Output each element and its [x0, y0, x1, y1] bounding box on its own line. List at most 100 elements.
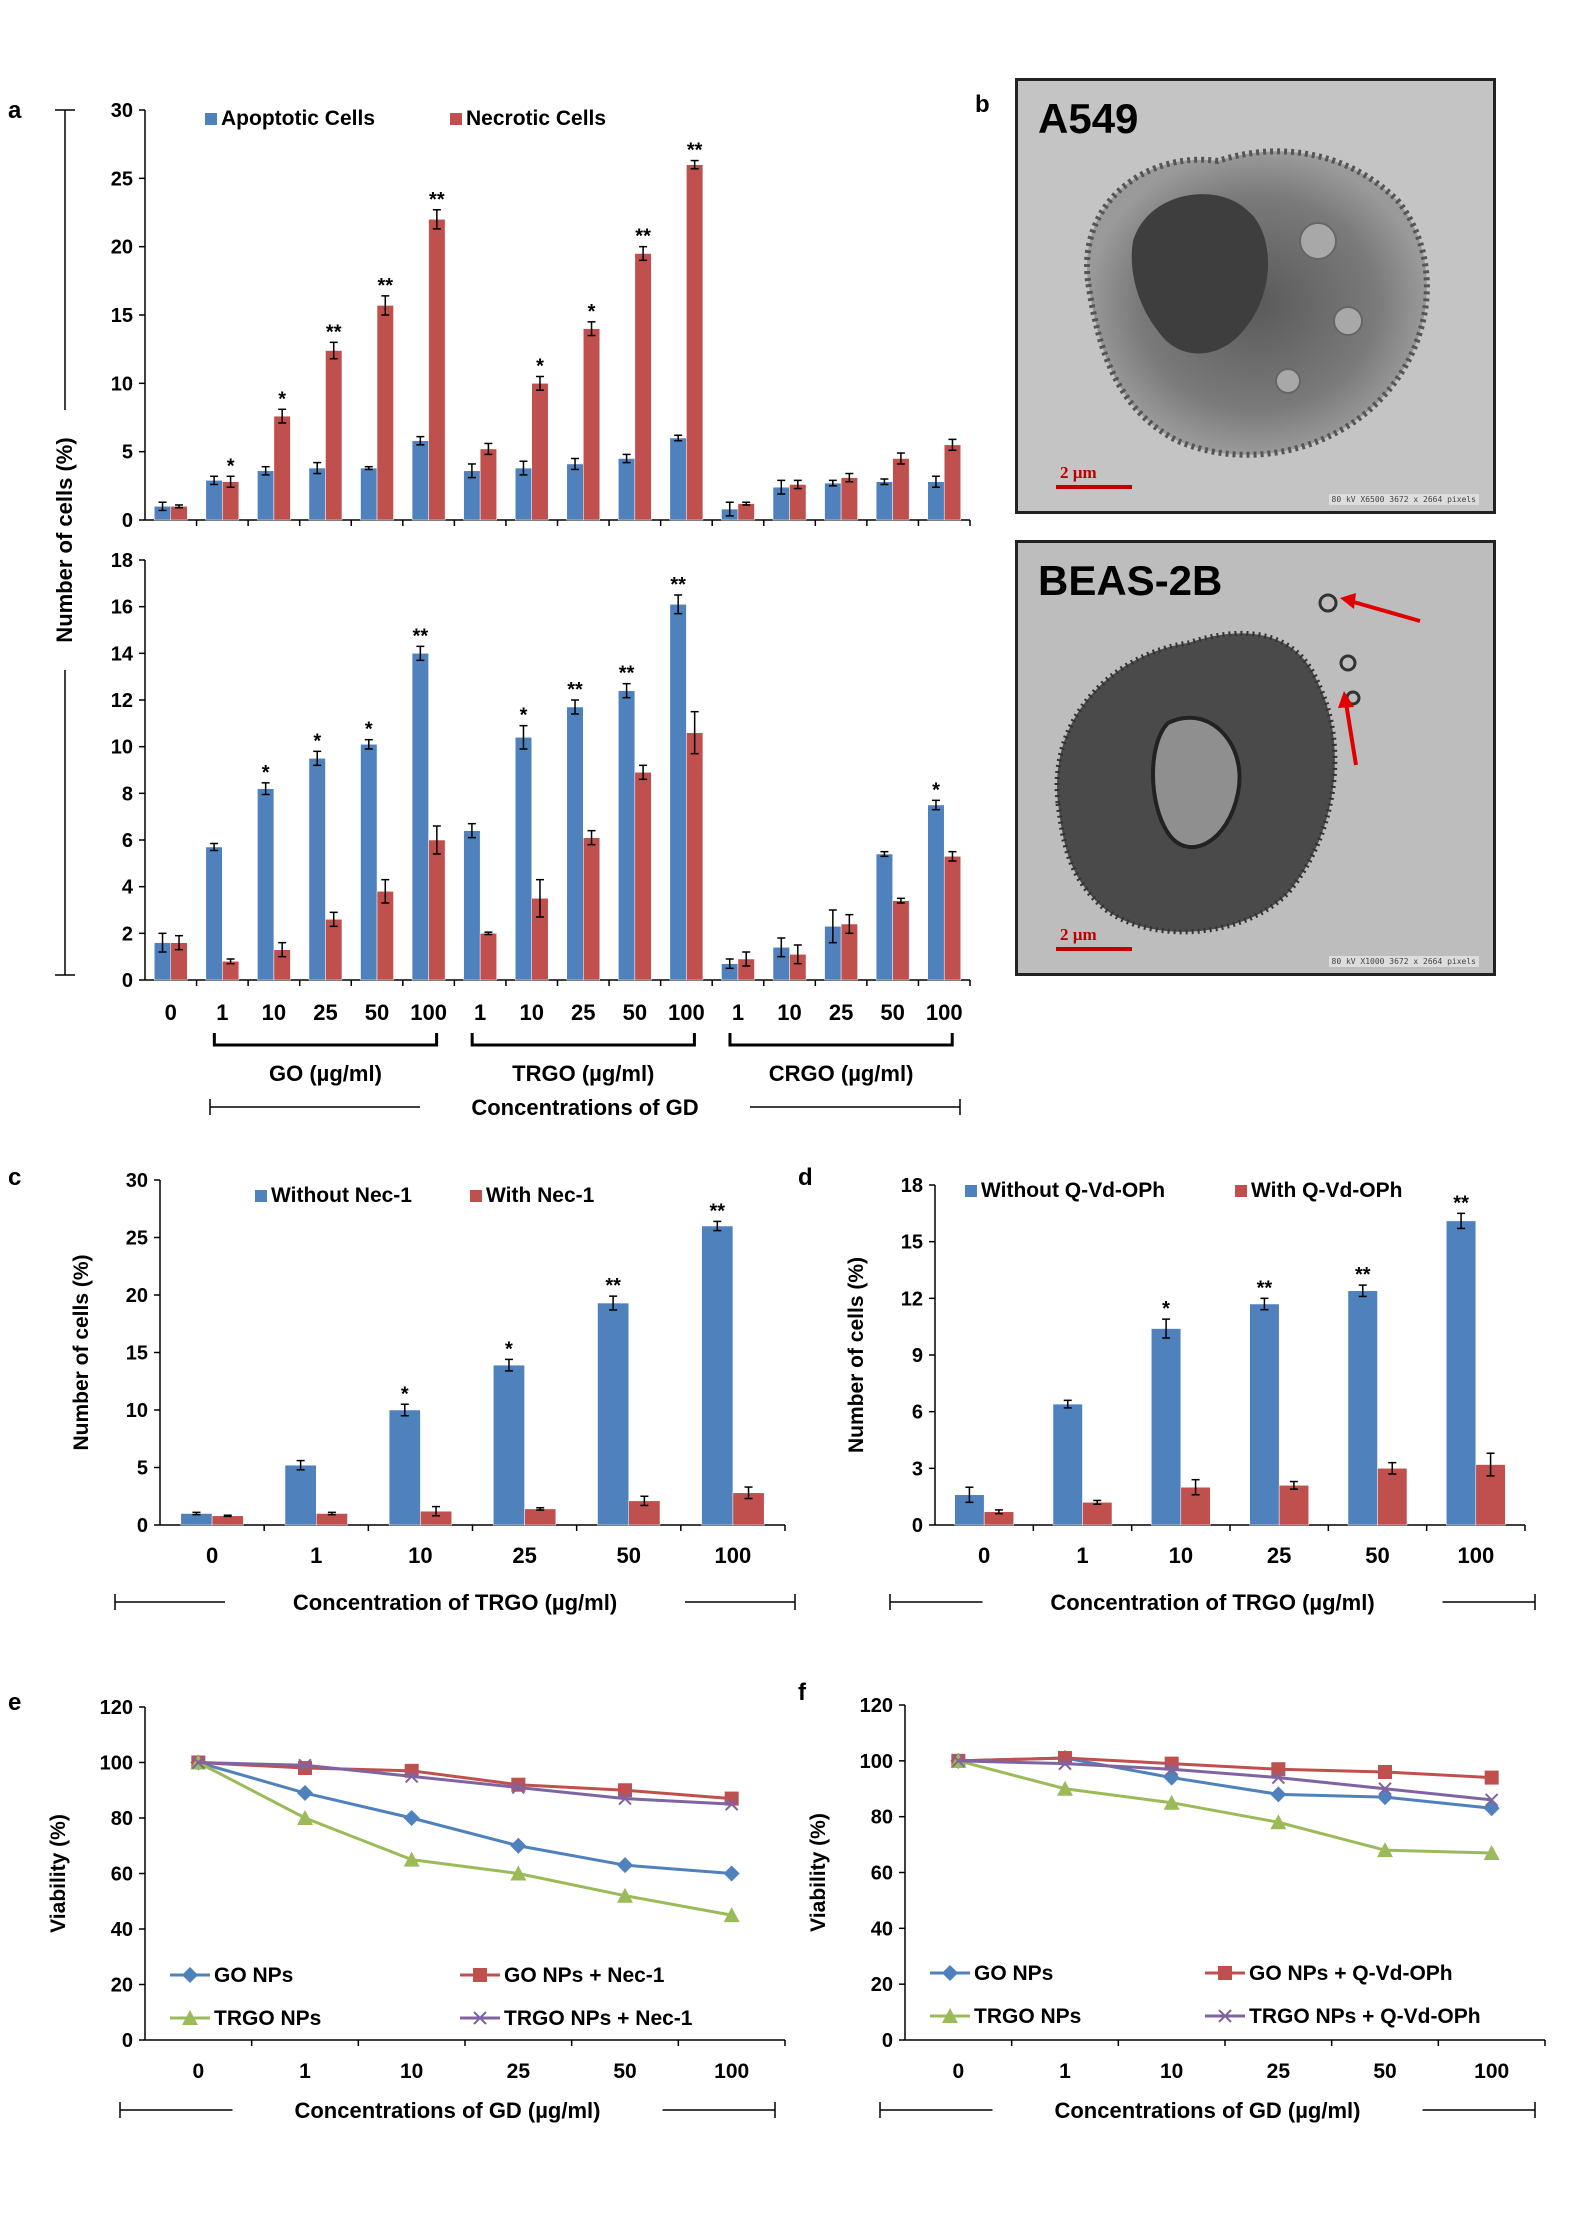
- marker-triangle: [1057, 1780, 1073, 1796]
- y-tick-label: 12: [901, 1288, 923, 1310]
- bar-without-q-vd-oph: [1347, 1290, 1378, 1526]
- bar-apoptotic-cells: [514, 467, 532, 521]
- significance-mark: **: [619, 663, 635, 685]
- x-tick-label: 1: [310, 1543, 322, 1568]
- significance-mark: *: [536, 356, 544, 378]
- bar-apoptotic-cells: [514, 737, 532, 981]
- series-line-go-nps: [197, 1761, 732, 1875]
- y-axis-label: Number of cells (%): [52, 437, 77, 642]
- bar-necrotic-cells: [531, 383, 549, 521]
- y-tick-label: 14: [111, 643, 134, 665]
- y-tick-label: 15: [126, 1343, 148, 1365]
- x-tick-label: 0: [165, 1000, 177, 1025]
- marker-diamond: [617, 1857, 633, 1874]
- y-tick-label: 60: [111, 1864, 133, 1886]
- y-tick-label: 12: [111, 690, 133, 712]
- marker-diamond: [723, 1865, 740, 1882]
- x-tick-label: 0: [978, 1543, 990, 1568]
- bar-necrotic-cells: [892, 458, 910, 521]
- x-tick-label: 50: [613, 2060, 636, 2083]
- y-axis-label: Number of cells (%): [845, 1257, 868, 1453]
- cell-image-beas2b: [1018, 543, 1493, 973]
- bar-apoptotic-cells: [669, 604, 687, 981]
- chart-e: 0 20 40 60 80 100 120 0 1 10 25 50 100 GO NPs GO NPs +…: [47, 1697, 786, 2123]
- marker-x: [191, 1755, 206, 1770]
- marker-square: [724, 1791, 739, 1806]
- marker-diamond: [1377, 1789, 1393, 1806]
- bar-necrotic-cells: [686, 164, 704, 521]
- bar-necrotic-cells: [428, 219, 446, 521]
- bar-necrotic-cells: [892, 900, 910, 981]
- legend-label: Apoptotic Cells: [221, 107, 375, 130]
- marker-x: [1271, 1770, 1286, 1785]
- group-bracket: [212, 1033, 439, 1047]
- y-tick-label: 120: [100, 1697, 133, 1719]
- bar-apoptotic-cells: [566, 706, 584, 981]
- bar-apoptotic-cells: [618, 690, 636, 981]
- marker-diamond: [1163, 1769, 1180, 1786]
- marker-square: [473, 1968, 487, 1982]
- legend-label: GO NPs: [974, 1962, 1053, 1985]
- marker-diamond: [297, 1785, 313, 1802]
- series-line-trgo-nps-q-vd-oph: [958, 1759, 1492, 1802]
- significance-mark: **: [429, 189, 445, 211]
- bar-necrotic-cells: [325, 350, 343, 521]
- legend-swatch: [965, 1185, 977, 1197]
- y-tick-label: 15: [901, 1232, 923, 1254]
- legend-swatch: [450, 113, 462, 125]
- marker-square: [1164, 1756, 1179, 1771]
- y-tick-label: 16: [111, 597, 133, 619]
- bar-without-nec-1: [701, 1225, 734, 1526]
- scale-bar-beas2b: [1056, 947, 1132, 951]
- marker-square: [1271, 1762, 1286, 1777]
- micrograph-beas2b: BEAS-2B 2 µm 80 kV X1000 3672 x 2664 pix…: [1015, 540, 1496, 976]
- x-tick-label: 10: [519, 1000, 543, 1025]
- legend-swatch: [1235, 1185, 1247, 1197]
- y-tick-label: 30: [126, 1170, 148, 1192]
- y-tick-label: 40: [111, 1919, 133, 1941]
- series-line-go-nps-nec-1: [198, 1761, 732, 1801]
- bar-necrotic-cells: [583, 837, 601, 981]
- y-tick-label: 0: [122, 2030, 133, 2052]
- y-tick-label: 20: [126, 1285, 148, 1307]
- cell-image-a549: [1018, 81, 1493, 511]
- significance-mark: **: [670, 574, 686, 596]
- marker-triangle: [1163, 1794, 1180, 1810]
- y-tick-label: 20: [111, 1975, 133, 1997]
- x-tick-label: 10: [1160, 2060, 1183, 2083]
- y-tick-label: 80: [111, 1808, 133, 1830]
- significance-mark: **: [635, 226, 651, 248]
- x-tick-label: 25: [507, 2060, 531, 2083]
- significance-mark: *: [932, 779, 940, 801]
- y-tick-label: 120: [860, 1695, 893, 1717]
- y-tick-label: 6: [912, 1402, 923, 1424]
- x-tick-label: 50: [617, 1543, 641, 1568]
- legend-label: Without Q-Vd-OPh: [981, 1179, 1165, 1202]
- micrograph-a549: A549 2 µm 80 kV X6500 3672 x 2664 pixels: [1015, 78, 1496, 514]
- bar-apoptotic-cells: [875, 853, 893, 981]
- marker-x: [1218, 2009, 1232, 2023]
- bar-apoptotic-cells: [360, 467, 378, 521]
- legend-label: GO NPs: [214, 1964, 293, 1987]
- series-line-trgo-nps-nec-1: [198, 1761, 732, 1806]
- marker-diamond: [1483, 1800, 1500, 1817]
- x-tick-label: 25: [829, 1000, 853, 1025]
- marker-square: [1484, 1770, 1499, 1785]
- footer-beas2b: 80 kV X1000 3672 x 2664 pixels: [1328, 956, 1479, 967]
- x-axis-label: Concentration of TRGO (µg/ml): [293, 1590, 617, 1615]
- x-tick-label: 25: [571, 1000, 595, 1025]
- y-tick-label: 3: [912, 1458, 923, 1480]
- y-tick-label: 18: [901, 1175, 923, 1197]
- bar-with-nec-1: [524, 1508, 557, 1526]
- bar-necrotic-cells: [376, 305, 394, 521]
- x-tick-label: 100: [1474, 2060, 1509, 2083]
- bar-necrotic-cells: [634, 772, 652, 981]
- panel-letter-a: a: [8, 97, 22, 124]
- y-tick-label: 0: [122, 970, 133, 992]
- marker-triangle: [403, 1851, 420, 1867]
- x-tick-label: 1: [474, 1000, 486, 1025]
- marker-x: [951, 1754, 966, 1768]
- group-label: TRGO (µg/ml): [512, 1061, 654, 1086]
- marker-triangle: [510, 1865, 527, 1881]
- marker-triangle: [297, 1810, 313, 1825]
